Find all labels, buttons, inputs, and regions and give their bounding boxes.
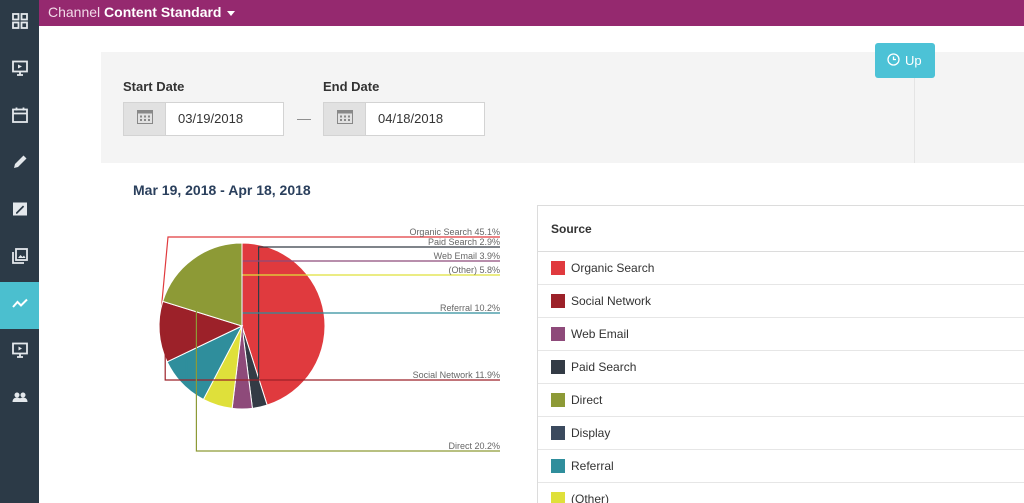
pie-slice-label: Web Email 3.9% — [434, 251, 500, 261]
start-date-input[interactable]: 03/19/2018 — [166, 102, 284, 136]
analytics-trend-icon — [11, 294, 29, 317]
monitor-icon — [11, 341, 29, 364]
source-label: Direct — [571, 393, 603, 407]
pie-slice-label: Social Network 11.9% — [413, 370, 500, 380]
sidebar-item-presentations[interactable] — [0, 47, 39, 94]
chevron-down-icon — [226, 10, 235, 16]
end-date-calendar-button[interactable] — [323, 102, 366, 136]
calendar-icon — [11, 106, 29, 129]
legend-swatch — [551, 426, 565, 440]
source-label: Referral — [571, 459, 614, 473]
table-row[interactable]: (Other) — [538, 483, 1024, 503]
source-label: Paid Search — [571, 360, 637, 374]
presentation-icon — [11, 59, 29, 82]
sidebar-item-display[interactable] — [0, 329, 39, 376]
table-row[interactable]: Web Email — [538, 318, 1024, 351]
traffic-source-pie-chart: Organic Search 45.1%Paid Search 2.9% Web … — [158, 227, 500, 452]
legend-swatch — [551, 459, 565, 473]
source-table: Source Organic Search Social Network Web E… — [537, 205, 1024, 503]
top-bar: Channel Content Standard — [39, 0, 1024, 26]
edit-image-icon — [11, 200, 29, 223]
divider — [914, 52, 915, 163]
sidebar-item-users[interactable] — [0, 376, 39, 423]
pie-slice[interactable] — [162, 242, 243, 327]
pie-slice-label: Direct 20.2% — [448, 441, 500, 451]
sidebar-item-calendar[interactable] — [0, 94, 39, 141]
source-label: Organic Search — [571, 261, 655, 275]
source-label: Social Network — [571, 294, 652, 308]
users-icon — [11, 388, 29, 411]
table-row[interactable]: Display — [538, 417, 1024, 450]
channel-selector[interactable]: Channel Content Standard — [48, 4, 235, 20]
table-row[interactable]: Referral — [538, 450, 1024, 483]
sidebar-item-edit[interactable] — [0, 141, 39, 188]
table-row[interactable]: Direct — [538, 384, 1024, 417]
source-label: Web Email — [571, 327, 629, 341]
legend-swatch — [551, 492, 565, 503]
source-column-header: Source — [538, 206, 1024, 252]
calendar-icon — [136, 109, 153, 129]
start-date-group: 03/19/2018 — [123, 102, 284, 136]
date-range-heading: Mar 19, 2018 - Apr 18, 2018 — [133, 182, 311, 198]
source-label: Display — [571, 426, 611, 440]
update-button-label: Up — [905, 53, 922, 68]
pie-leader-line — [159, 236, 500, 324]
pie-slice-label: Referral 10.2% — [440, 303, 500, 313]
pie-leader-line — [257, 246, 500, 402]
update-button[interactable]: Up — [875, 43, 935, 78]
date-range-separator: — — [297, 110, 311, 126]
sidebar — [0, 0, 39, 503]
calendar-icon — [336, 109, 353, 129]
channel-label: Channel — [48, 4, 101, 20]
table-row[interactable]: Organic Search — [538, 252, 1024, 285]
legend-swatch — [551, 261, 565, 275]
sidebar-item-analytics[interactable] — [0, 282, 39, 329]
legend-swatch — [551, 294, 565, 308]
table-row[interactable]: Paid Search — [538, 351, 1024, 384]
start-date-calendar-button[interactable] — [123, 102, 166, 136]
pie-slice[interactable] — [158, 300, 244, 363]
end-date-label: End Date — [323, 79, 380, 94]
pie-slice-label: Paid Search 2.9% — [428, 237, 500, 247]
pie-leader-line — [164, 331, 500, 381]
legend-swatch — [551, 360, 565, 374]
gallery-icon — [11, 247, 29, 270]
pencil-icon — [11, 153, 29, 176]
legend-swatch — [551, 393, 565, 407]
end-date-group: 04/18/2018 — [323, 102, 485, 136]
sidebar-item-compose[interactable] — [0, 188, 39, 235]
pie-slice-label: (Other) 5.8% — [448, 265, 500, 275]
clock-icon — [887, 52, 900, 69]
table-row[interactable]: Social Network — [538, 285, 1024, 318]
dashboard-grid-icon — [11, 12, 29, 35]
sidebar-item-dashboard[interactable] — [0, 0, 39, 47]
pie-leader-line — [195, 264, 500, 452]
sidebar-item-media[interactable] — [0, 235, 39, 282]
pie-slice-label: Organic Search 45.1% — [409, 227, 500, 237]
end-date-input[interactable]: 04/18/2018 — [366, 102, 485, 136]
date-filter-bar: Start Date 03/19/2018 — End Date 04/18/2… — [101, 52, 1024, 163]
legend-swatch — [551, 327, 565, 341]
channel-name: Content Standard — [104, 4, 222, 20]
source-label: (Other) — [571, 492, 610, 503]
start-date-label: Start Date — [123, 79, 185, 94]
